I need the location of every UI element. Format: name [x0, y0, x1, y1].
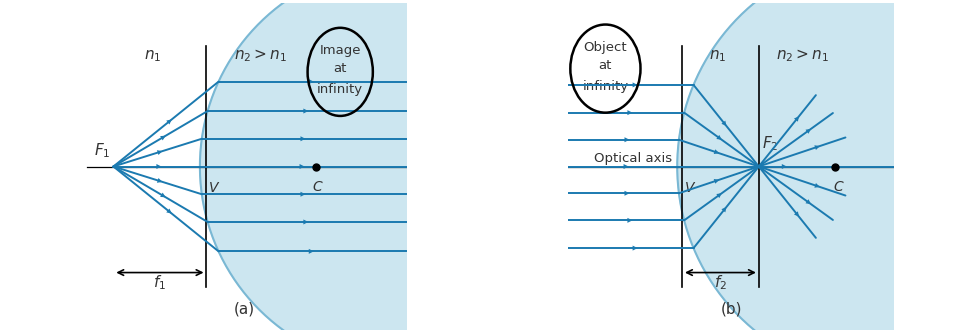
- Polygon shape: [678, 0, 967, 333]
- Text: at: at: [333, 62, 347, 75]
- Text: $n_2 > n_1$: $n_2 > n_1$: [776, 47, 830, 64]
- Text: infinity: infinity: [317, 83, 364, 96]
- Text: Optical axis: Optical axis: [594, 152, 672, 165]
- Text: $n_1$: $n_1$: [710, 48, 726, 64]
- Text: $F_2$: $F_2$: [762, 135, 778, 154]
- Text: (b): (b): [721, 302, 742, 317]
- Text: (a): (a): [233, 302, 254, 317]
- Text: $C$: $C$: [312, 179, 323, 193]
- Text: Object: Object: [584, 41, 627, 54]
- Text: $F_1$: $F_1$: [94, 141, 110, 160]
- Polygon shape: [200, 0, 477, 333]
- Text: at: at: [599, 59, 612, 72]
- Text: infinity: infinity: [582, 80, 629, 93]
- Text: Image: Image: [320, 44, 361, 57]
- Text: $n_1$: $n_1$: [144, 48, 161, 64]
- Text: $f_1$: $f_1$: [153, 273, 167, 292]
- Text: $V$: $V$: [683, 181, 696, 195]
- Text: $n_2 > n_1$: $n_2 > n_1$: [234, 47, 287, 64]
- Text: $f_2$: $f_2$: [714, 273, 727, 292]
- Text: $C$: $C$: [833, 179, 844, 193]
- Text: $V$: $V$: [208, 181, 220, 195]
